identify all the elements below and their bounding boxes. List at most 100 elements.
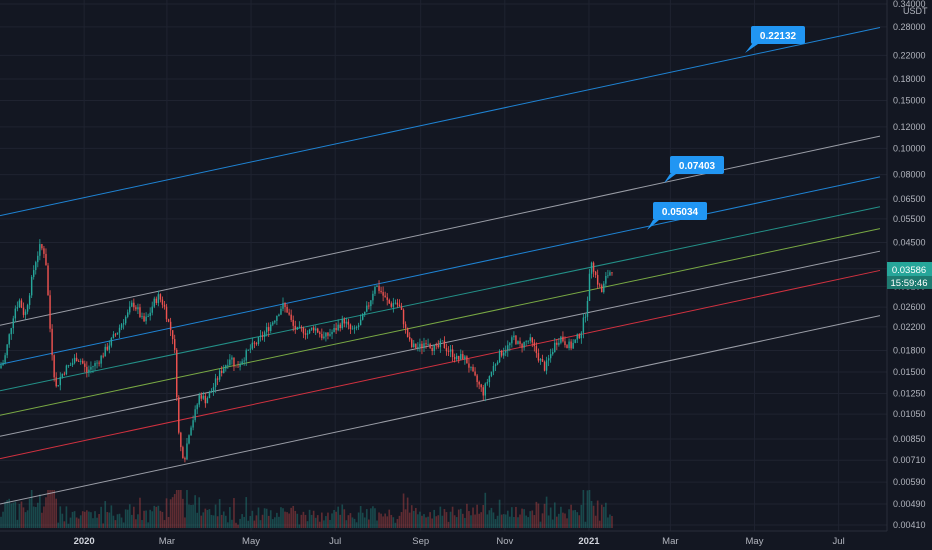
callout-box [670, 156, 724, 174]
volume-bar [118, 513, 121, 528]
volume-bar [602, 506, 605, 528]
candle-body [51, 328, 53, 356]
volume-bar [461, 513, 464, 528]
volume-bar [439, 506, 442, 528]
time-axis-panel[interactable] [0, 531, 932, 550]
candle-body [513, 335, 515, 338]
volume-bar [290, 507, 292, 528]
volume-bar [208, 509, 211, 528]
volume-bar [51, 490, 53, 528]
channel-line[interactable] [0, 135, 881, 326]
volume-bar [537, 503, 540, 528]
candle-body [511, 337, 513, 344]
volume-bar [404, 509, 407, 528]
channel-lines[interactable] [0, 26, 881, 505]
candle-body [237, 366, 239, 368]
volume-bar [73, 511, 76, 528]
candle-body [71, 362, 74, 366]
candle-body [55, 377, 57, 387]
candle-body [566, 345, 568, 349]
callout-pointer [664, 174, 676, 183]
volume-bar [415, 507, 417, 528]
volume-bar [390, 514, 393, 528]
candle-body [278, 314, 280, 316]
channel-line[interactable] [0, 269, 881, 460]
candle-body [599, 284, 601, 286]
volume-bar [18, 503, 21, 528]
volume-bar [455, 517, 458, 528]
volume-bar [2, 511, 4, 528]
candle-body [580, 332, 583, 339]
channel-line[interactable] [0, 228, 881, 416]
candle-body [466, 356, 468, 364]
candle-body [488, 376, 491, 383]
callout-0[interactable]: 0.22132 [745, 26, 805, 53]
candle-body [12, 318, 14, 329]
volume-bar [28, 498, 31, 528]
volume-bar [286, 512, 288, 528]
candle-body [135, 307, 137, 310]
channel-line[interactable] [0, 176, 881, 365]
volume-bar [67, 523, 70, 528]
callout-2[interactable]: 0.05034 [647, 202, 707, 230]
volume-bar [196, 512, 198, 528]
callout-1[interactable]: 0.07403 [664, 156, 724, 183]
volume-bar [261, 514, 264, 528]
price-tick-label: 0.01800 [893, 346, 926, 356]
candle-body [298, 326, 301, 328]
volume-bar [224, 515, 227, 528]
callout-pointer [647, 220, 659, 230]
volume-bar [341, 504, 344, 528]
price-tick-label: 0.04500 [893, 237, 926, 247]
volume-bar [284, 511, 286, 528]
candle-body [241, 361, 243, 365]
volume-bar [278, 516, 280, 528]
volume-bar [588, 490, 591, 528]
candle-body [509, 343, 511, 346]
last-price-box [887, 262, 932, 276]
volume-bar [77, 518, 80, 528]
time-axis[interactable]: 2020 Mar May Jul Sep Nov 2021 Mar May Jul [74, 536, 845, 547]
volume-bar [400, 512, 403, 528]
candle-body [202, 395, 205, 399]
volume-bar [449, 511, 452, 528]
candle-body [496, 362, 499, 365]
candle-body [601, 285, 603, 293]
volume-bar [298, 524, 301, 528]
candle-body [261, 335, 264, 337]
time-tick-label: Mar [159, 536, 175, 547]
candle-body [270, 324, 272, 331]
volume-bar [49, 490, 51, 528]
grid [0, 0, 887, 531]
volume-bar [474, 514, 476, 528]
volume-bar [210, 514, 213, 528]
volume-bar [531, 510, 534, 528]
candle-body [200, 395, 202, 399]
volume-bar [406, 497, 409, 528]
candle-body [515, 335, 517, 344]
channel-line[interactable] [0, 206, 881, 392]
candle-body [247, 349, 249, 351]
channel-line[interactable] [0, 26, 881, 217]
volume-bar [329, 519, 331, 528]
candle-body [165, 306, 168, 320]
candle-body [341, 319, 343, 329]
candle-body [521, 343, 523, 348]
volume-bar [253, 520, 256, 528]
price-axis[interactable]: 0.34000 0.28000 0.22000 0.18000 0.15000 0.120… [893, 0, 926, 530]
volume-bar [582, 490, 585, 528]
volume-bar [517, 517, 519, 528]
volume-bar [480, 512, 483, 528]
time-tick-label: Jul [329, 536, 341, 547]
price-tick-label: 0.28000 [893, 22, 926, 32]
volume-bar [81, 511, 84, 528]
channel-line[interactable] [0, 315, 881, 505]
candle-body [562, 336, 564, 342]
candle-body [126, 312, 129, 317]
candle-body [110, 338, 113, 346]
candle-body [227, 364, 229, 366]
volume-bar [331, 513, 333, 528]
